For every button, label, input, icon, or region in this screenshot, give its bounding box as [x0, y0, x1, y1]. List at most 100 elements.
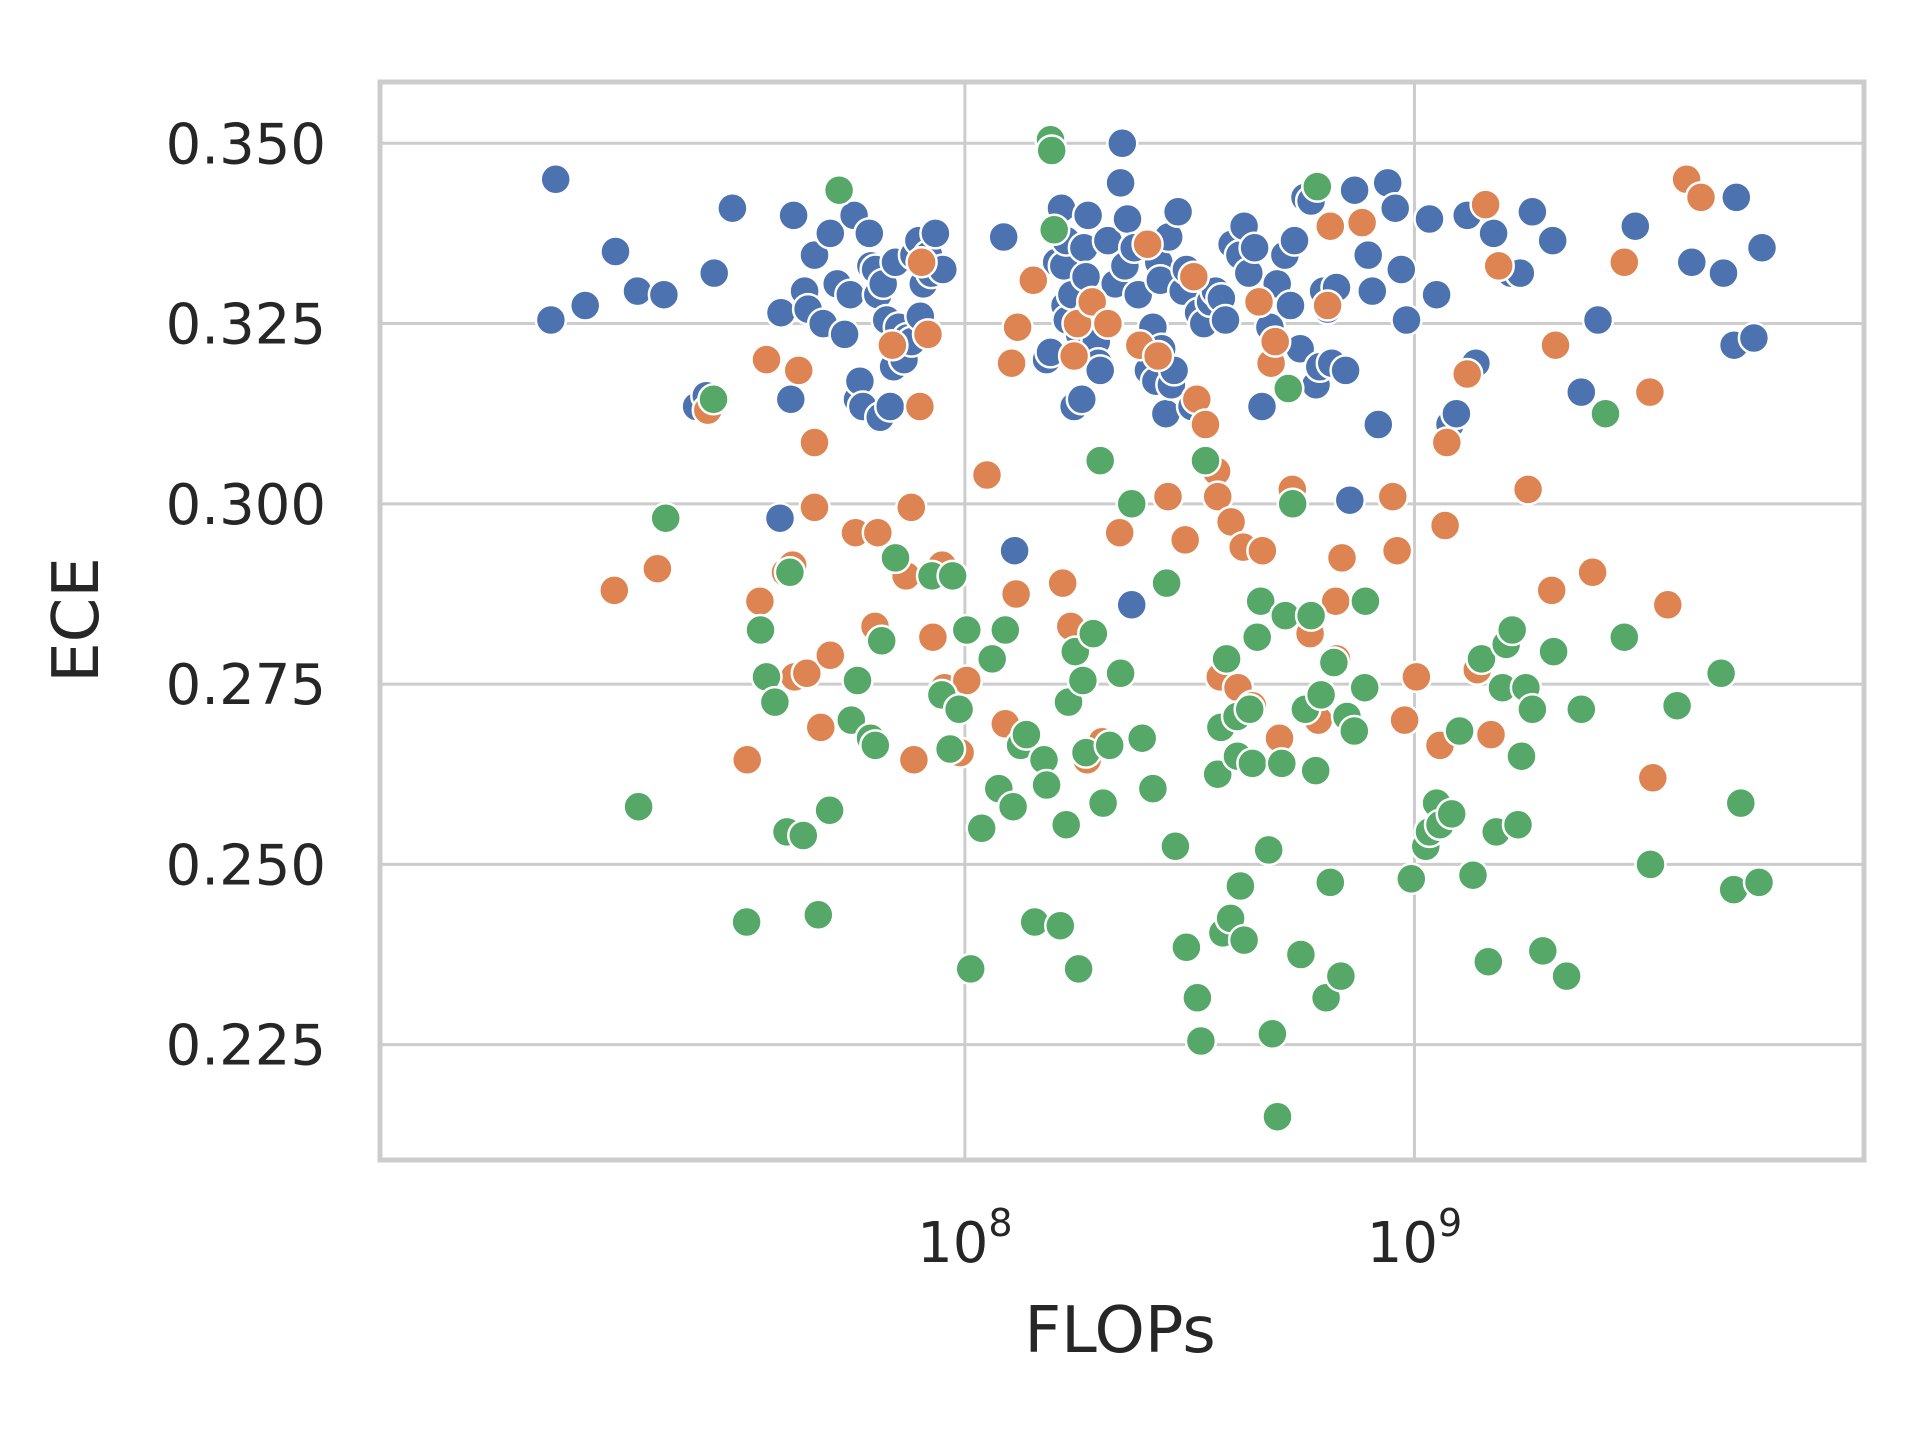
data-point: [697, 383, 730, 416]
data-point: [1536, 224, 1569, 257]
data-point: [814, 639, 847, 672]
data-point: [1304, 678, 1338, 712]
data-point: [1181, 981, 1214, 1015]
data-point: [1539, 328, 1572, 362]
data-point: [1104, 657, 1137, 690]
data-point: [730, 905, 763, 939]
data-point: [743, 584, 777, 618]
data-point: [598, 574, 631, 607]
data-point: [1745, 231, 1779, 265]
data-point: [1742, 866, 1776, 899]
data-point: [787, 819, 820, 852]
data-point: [1430, 426, 1464, 459]
data-point: [1001, 310, 1034, 344]
y-tick-label: 0.225: [166, 1014, 326, 1079]
data-point: [539, 163, 572, 196]
data-point: [1161, 195, 1195, 229]
data-point: [782, 354, 815, 387]
data-point: [1177, 260, 1211, 293]
data-point: [814, 217, 847, 250]
data-point: [1465, 642, 1498, 676]
data-point: [1150, 566, 1183, 600]
data-point: [1209, 303, 1242, 337]
data-point: [764, 296, 798, 329]
data-point: [1091, 307, 1125, 340]
data-point: [716, 191, 749, 225]
data-point: [1125, 721, 1159, 755]
data-point: [1314, 209, 1347, 243]
data-point: [1526, 934, 1560, 968]
data-point: [1049, 808, 1083, 841]
data-point: [1329, 354, 1362, 387]
data-point: [1704, 657, 1738, 690]
data-point: [1724, 786, 1758, 820]
data-point: [1189, 444, 1222, 477]
data-point: [1236, 747, 1269, 780]
data-point: [1201, 480, 1234, 513]
data-point: [1348, 671, 1381, 704]
x-tick-labels: 108 109: [917, 1201, 1462, 1276]
data-point: [1103, 516, 1136, 549]
data-point: [647, 278, 681, 311]
data-point: [1345, 206, 1379, 239]
data-point: [879, 541, 912, 575]
data-point: [622, 790, 655, 823]
data-point: [1338, 173, 1371, 207]
data-point: [1136, 772, 1170, 805]
data-point: [1388, 703, 1421, 737]
data-point: [1501, 808, 1535, 841]
data-point: [1511, 473, 1545, 506]
data-point: [1576, 556, 1609, 589]
data-point: [1325, 541, 1359, 575]
data-point: [1472, 945, 1505, 978]
data-point: [1314, 866, 1347, 899]
data-point: [1474, 718, 1508, 751]
data-point: [744, 613, 777, 647]
data-point: [1737, 321, 1771, 355]
data-point: [1141, 339, 1175, 373]
data-point: [1294, 599, 1328, 632]
data-point: [790, 657, 824, 690]
y-tick-label: 0.275: [166, 653, 326, 718]
data-point: [873, 390, 907, 423]
data-point: [1252, 833, 1285, 867]
data-point: [1482, 249, 1515, 283]
data-point: [1435, 797, 1468, 831]
data-point: [1380, 534, 1414, 567]
data-point: [1115, 588, 1148, 622]
series-1: [534, 127, 1779, 622]
data-point: [1151, 480, 1185, 513]
data-point: [1238, 231, 1271, 265]
data-point: [798, 426, 831, 459]
data-point: [1256, 1017, 1289, 1051]
data-point: [1356, 274, 1389, 308]
data-point: [1066, 664, 1100, 697]
series-2: [598, 163, 1718, 795]
data-point: [1469, 188, 1502, 221]
data-point: [798, 238, 831, 272]
data-point: [942, 693, 976, 726]
data-point: [1189, 408, 1222, 441]
x-tick-label: 109: [1367, 1201, 1462, 1276]
data-point: [1333, 483, 1367, 517]
data-point: [1071, 199, 1105, 232]
data-point: [763, 501, 797, 535]
data-point: [1311, 289, 1344, 322]
data-point: [1037, 213, 1071, 247]
data-point: [916, 620, 950, 654]
data-point: [649, 501, 682, 535]
data-point: [919, 217, 952, 250]
data-point: [1044, 909, 1077, 942]
y-tick-label: 0.300: [166, 473, 326, 538]
data-point: [758, 685, 792, 719]
y-tick-label: 0.325: [166, 293, 326, 358]
x-tick-label: 108: [917, 1201, 1012, 1276]
data-point: [1035, 134, 1068, 167]
data-point: [1224, 869, 1257, 903]
data-point: [798, 491, 831, 524]
x-axis-label: FLOPs: [1024, 1294, 1215, 1368]
data-point: [813, 794, 846, 827]
data-point: [1660, 689, 1694, 722]
data-point: [1443, 714, 1476, 748]
